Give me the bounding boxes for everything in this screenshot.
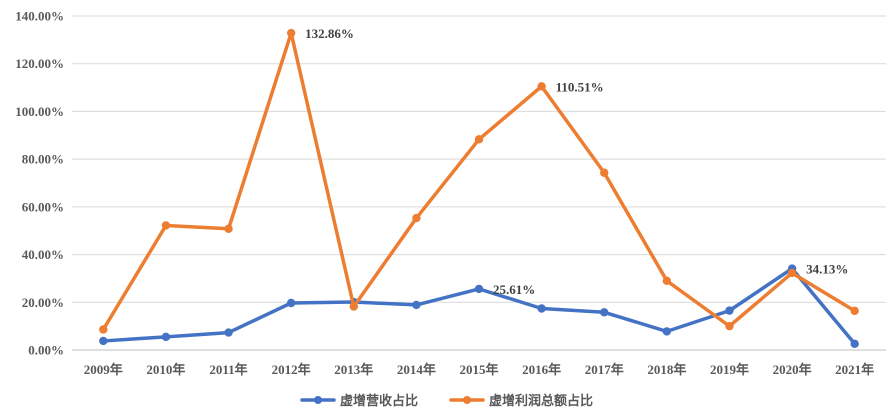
y-tick-label: 20.00% [22,295,64,310]
data-point [161,221,171,230]
data-label: 34.13% [806,262,848,277]
x-axis: 2009年 2010年 2011年 2012年 2013年 2014年 2015年 2016年… [72,349,886,377]
data-point [537,304,546,313]
data-label: 110.51% [556,79,604,94]
x-tick-label: 2011年 [209,362,247,377]
data-point [349,302,358,311]
x-tick-label: 2015年 [459,362,498,377]
y-tick-label: 120.00% [15,56,64,71]
x-tick-label: 2010年 [146,362,185,377]
legend-label: 虚增营收占比 [340,393,418,409]
data-point [850,306,859,316]
data-point [662,327,672,336]
data-point [787,268,797,278]
data-point [662,276,672,286]
data-label: 25.61% [493,282,535,297]
legend: 虚增营收占比 虚增利润总额占比 [300,393,593,409]
y-tick-label: 140.00% [15,9,64,24]
data-point [161,332,171,342]
y-tick-label: 0.00% [28,343,64,358]
data-point [850,339,859,348]
legend-label: 虚增利润总额占比 [489,393,593,409]
data-point [99,336,108,346]
data-point [224,328,233,337]
y-tick-label: 40.00% [22,247,64,262]
data-point [600,168,609,177]
legend-marker [463,396,471,404]
y-tick-label: 100.00% [15,104,64,119]
data-point [600,308,609,317]
data-point [412,300,421,310]
x-tick-label: 2018年 [647,362,686,377]
series-lines [99,28,859,348]
x-tick-label: 2013年 [334,362,373,377]
data-point [286,298,296,308]
x-tick-label: 2014年 [397,362,436,377]
x-tick-label: 2020年 [773,362,812,377]
data-point [474,284,484,294]
legend-marker [314,396,322,404]
x-tick-label: 2017年 [585,362,624,377]
y-axis: 0.00% 20.00% 40.00% 60.00% 80.00% 100.00% 120.… [15,9,64,358]
y-tick-label: 80.00% [22,152,64,167]
data-point [224,224,233,234]
data-point [725,321,734,331]
x-tick-label: 2019年 [710,362,749,377]
data-point [474,135,484,144]
x-tick-label: 2009年 [84,362,123,377]
data-point [537,82,546,91]
x-tick-label: 2021年 [835,362,874,377]
series-line-0 [101,266,857,346]
gridlines [72,15,886,303]
x-tick-label: 2012年 [272,362,311,377]
data-point [412,213,421,223]
data-point [725,306,734,315]
x-tick-label: 2016年 [522,362,561,377]
data-point [99,325,108,334]
data-point [286,28,296,38]
y-tick-label: 60.00% [22,199,64,214]
data-label: 132.86% [305,26,354,41]
data-labels: 132.86% 25.61% 110.51% 34.13% [305,26,848,297]
